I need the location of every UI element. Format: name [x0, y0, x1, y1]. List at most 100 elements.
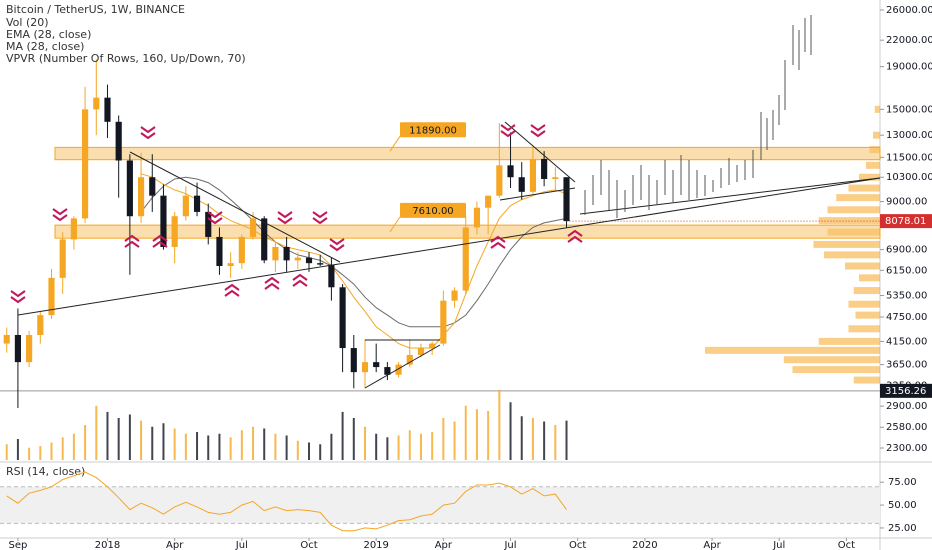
zone	[54, 146, 881, 161]
candle-body	[440, 300, 447, 344]
zone-callout	[389, 136, 401, 152]
volume-bar	[207, 435, 210, 460]
volume-bar	[408, 430, 411, 460]
volume-bar	[5, 444, 8, 460]
drawings	[17, 15, 881, 389]
y-tick-label: 3650.00	[886, 360, 927, 371]
candle-body	[171, 216, 178, 247]
candle-body	[294, 257, 301, 261]
volume-bar	[240, 430, 243, 460]
vpvr-bar	[848, 184, 880, 192]
volume-bar	[196, 432, 199, 460]
volume-bar	[565, 420, 568, 460]
trendline	[499, 187, 576, 201]
vpvr-bar	[855, 311, 880, 319]
y-tick-label: 2300.00	[886, 443, 927, 454]
candle-body	[417, 348, 425, 355]
volume-bar	[184, 433, 187, 460]
candle-body	[261, 218, 268, 261]
candle-body	[238, 236, 245, 264]
volume-bar	[95, 405, 98, 460]
volume-bar	[375, 433, 378, 460]
x-tick-label: Apr	[435, 540, 453, 550]
volume-bar	[464, 405, 467, 460]
volume-bar	[543, 421, 546, 460]
rsi-tick-label: 75.00	[888, 477, 917, 488]
candle-body	[48, 277, 55, 316]
volume-bar	[72, 433, 75, 460]
legend-indicator: Vol (20)	[6, 16, 49, 29]
vpvr-bar	[827, 206, 880, 214]
candle-body	[93, 97, 100, 110]
y-tick-label: 10300.00	[886, 172, 932, 183]
volume-bar	[352, 418, 355, 460]
volume-bar	[218, 433, 221, 460]
candle-body	[529, 158, 537, 192]
volume-bar	[419, 433, 422, 460]
candle-body	[216, 236, 223, 267]
vpvr-bar	[859, 274, 880, 282]
candle-body	[473, 207, 481, 228]
volume-bar	[498, 390, 501, 460]
volume-bar	[151, 426, 154, 460]
candle-body	[350, 348, 357, 373]
candle-body	[59, 239, 66, 278]
vpvr-bar	[818, 337, 880, 345]
volume-bar	[28, 447, 31, 460]
volume-bar	[140, 420, 143, 460]
candle-body	[205, 211, 212, 237]
zone-label: 7610.00	[412, 206, 453, 217]
y-tick-label: 19000.00	[886, 62, 932, 73]
vpvr-bar	[848, 325, 880, 333]
volume-bar	[39, 446, 42, 460]
candle-body	[361, 362, 369, 373]
candle-body	[451, 290, 458, 301]
x-tick-label: Oct	[300, 540, 317, 550]
rsi-band	[0, 486, 880, 524]
candle-body	[249, 218, 257, 237]
volume-bar	[285, 435, 288, 460]
trendline	[129, 151, 341, 263]
zone-label-box	[400, 202, 466, 218]
candle-body	[14, 334, 21, 363]
rsi-tick-label: 25.00	[888, 523, 917, 534]
volume-bar	[274, 433, 277, 460]
vpvr-bar	[848, 300, 880, 308]
volume-bar	[308, 442, 311, 460]
y-tick-label: 26000.00	[886, 5, 932, 16]
volume-bar	[487, 411, 490, 460]
y-tick-label: 11500.00	[886, 152, 932, 163]
volume-bar	[229, 437, 232, 460]
x-tick-label: Jul	[772, 540, 785, 550]
legend: Bitcoin / TetherUS, 1W, BINANCE Vol (20)…	[6, 3, 246, 478]
volume-bar	[61, 437, 64, 460]
y-tick-label: 6900.00	[886, 245, 927, 256]
x-tick-label: Apr	[703, 540, 721, 550]
vpvr-bar	[853, 287, 880, 295]
volume-bar	[531, 418, 534, 460]
vpvr-bar	[866, 161, 880, 169]
candle-body	[283, 246, 290, 261]
legend-indicator: VPVR (Number Of Rows, 160, Up/Down, 70)	[6, 52, 246, 65]
candle-body	[485, 195, 492, 208]
candle-body	[82, 109, 89, 219]
x-tick-label: 2018	[95, 540, 120, 550]
y-tick-label: 9000.00	[886, 197, 927, 208]
volume-bar	[106, 411, 109, 460]
volume-bar	[128, 414, 131, 460]
volume-bar	[453, 421, 456, 460]
y-tick-label: 4150.00	[886, 336, 927, 347]
candle-body	[227, 263, 234, 267]
rsi-tick-label: 50.00	[888, 500, 917, 511]
volume-bar	[442, 418, 445, 460]
last-price-label: 8078.01	[885, 216, 926, 227]
volume-bar	[509, 402, 512, 460]
candle-body	[70, 218, 77, 240]
trendline	[17, 177, 881, 316]
zone-callout	[389, 216, 401, 233]
vpvr-bar	[813, 240, 880, 248]
volume-bar	[84, 425, 87, 460]
vpvr-bar	[873, 131, 880, 139]
x-tick-label: Oct	[569, 540, 586, 550]
